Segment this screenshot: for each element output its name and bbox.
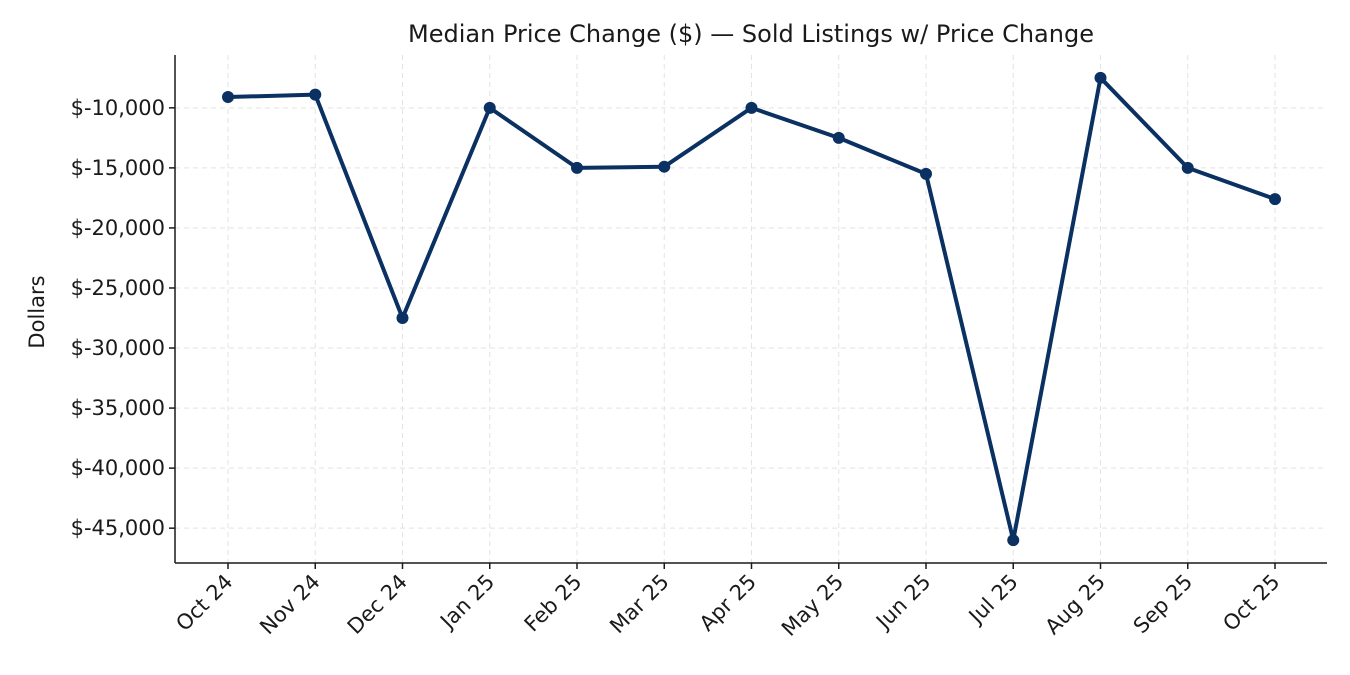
marker <box>396 312 409 325</box>
marker <box>745 101 758 114</box>
x-tick-label: Feb 25 <box>520 570 587 637</box>
y-tick-label: $-25,000 <box>71 276 165 300</box>
marker <box>832 131 845 144</box>
marker <box>222 91 234 104</box>
marker <box>1181 161 1194 174</box>
x-tick-label: Jun 25 <box>870 570 935 635</box>
y-tick-label: $-30,000 <box>71 336 165 360</box>
x-tick-label: Dec 24 <box>343 570 412 639</box>
chart-title: Median Price Change ($) — Sold Listings … <box>408 20 1094 48</box>
marker <box>920 167 932 180</box>
x-tick-label: Oct 25 <box>1218 570 1284 636</box>
x-tick-label: May 25 <box>777 570 848 641</box>
x-tick-label: Jan 25 <box>434 570 499 635</box>
marker <box>1094 71 1107 84</box>
x-tick-label: Jul 25 <box>963 570 1023 630</box>
y-tick-label: $-40,000 <box>71 456 165 480</box>
y-tick-label: $-35,000 <box>71 396 165 420</box>
y-tick-label: $-10,000 <box>71 96 165 120</box>
marker <box>1007 534 1020 547</box>
marker <box>1269 193 1281 206</box>
y-tick-label: $-20,000 <box>71 216 165 240</box>
x-tick-label: Aug 25 <box>1040 570 1110 640</box>
marker <box>309 88 322 101</box>
x-tick-label: Nov 24 <box>255 570 325 640</box>
y-tick-label: $-45,000 <box>71 516 165 540</box>
x-tick-label: Oct 24 <box>171 570 237 636</box>
x-tick-label: Mar 25 <box>605 570 674 639</box>
y-tick-label: $-15,000 <box>71 156 165 180</box>
x-tick-label: Apr 25 <box>695 570 761 636</box>
marker <box>571 161 583 174</box>
y-axis-label: Dollars <box>25 275 49 348</box>
marker <box>658 160 671 173</box>
x-tick-label: Sep 25 <box>1129 570 1198 639</box>
marker <box>483 101 496 114</box>
